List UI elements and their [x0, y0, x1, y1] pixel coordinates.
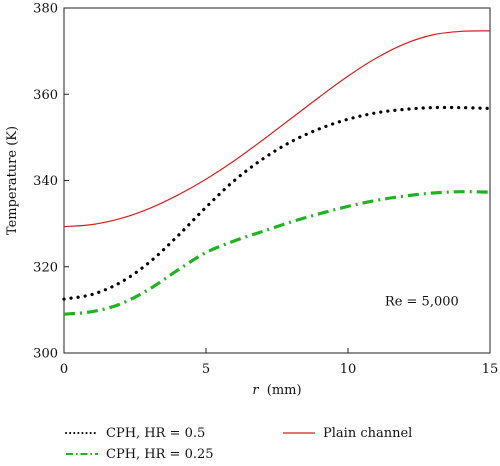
y-tick-label-1: 320: [33, 260, 58, 275]
x-tick-label-3: 15: [482, 362, 499, 377]
series-line-cph-hr-0-25: [63, 190, 491, 316]
legend-label-cph-hr-0-5: CPH, HR = 0.5: [106, 426, 205, 441]
legend: CPH, HR = 0.5 CPH, HR = 0.25 Plain chann…: [65, 426, 412, 462]
reynolds-annotation: Re = 5,000: [385, 295, 459, 310]
series-line-plain-channel: [63, 30, 491, 228]
y-tick-label-4: 380: [33, 2, 58, 17]
x-tick-label-0: 0: [60, 362, 68, 377]
x-axis-unit: (mm): [267, 383, 302, 398]
plot-area: 0 5 10 15 300 320 340 360 380: [33, 2, 498, 378]
x-tick-label-2: 10: [340, 362, 357, 377]
y-axis-title: Temperature (K): [5, 126, 20, 235]
x-axis-variable: r: [252, 383, 259, 398]
legend-label-plain-channel: Plain channel: [323, 426, 412, 441]
legend-label-cph-hr-0-25: CPH, HR = 0.25: [106, 447, 214, 462]
x-axis-title: r (mm): [252, 383, 301, 398]
y-tick-label-3: 360: [33, 88, 58, 103]
x-tick-label-1: 5: [202, 362, 210, 377]
y-tick-label-2: 340: [33, 174, 58, 189]
series-line-cph-hr-0-5: [62, 105, 492, 301]
y-tick-label-0: 300: [33, 347, 58, 362]
